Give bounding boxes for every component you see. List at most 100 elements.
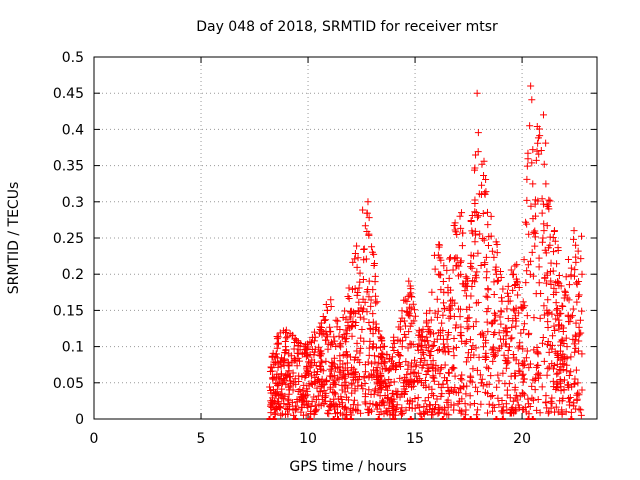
data-point <box>289 386 297 394</box>
data-point <box>439 277 447 285</box>
data-point <box>530 346 538 354</box>
data-point <box>367 391 375 399</box>
data-point <box>511 383 519 391</box>
data-point <box>351 255 359 263</box>
data-point <box>434 404 442 412</box>
data-point <box>516 339 524 347</box>
data-point <box>314 368 322 376</box>
y-tick-label: 0.4 <box>62 122 84 138</box>
data-point <box>467 218 475 226</box>
data-point <box>392 366 400 374</box>
data-point <box>458 395 466 403</box>
data-point <box>332 343 340 351</box>
data-point <box>474 129 482 137</box>
data-point <box>459 280 467 288</box>
data-point <box>567 368 575 376</box>
data-point <box>365 351 373 359</box>
data-point <box>428 288 436 296</box>
data-point <box>476 371 484 379</box>
data-point <box>441 361 449 369</box>
data-point <box>556 376 564 384</box>
data-point <box>503 391 511 399</box>
data-point <box>484 221 492 229</box>
data-point <box>324 345 332 353</box>
data-point <box>489 319 497 327</box>
data-point <box>365 214 373 222</box>
data-point <box>503 360 511 368</box>
data-point <box>508 323 516 331</box>
data-point <box>327 341 335 349</box>
data-point <box>528 96 536 104</box>
data-point <box>340 331 348 339</box>
data-point <box>359 275 367 283</box>
data-point <box>448 296 456 304</box>
data-point <box>461 411 469 419</box>
data-point <box>563 343 571 351</box>
data-point <box>297 408 305 416</box>
data-point <box>420 403 428 411</box>
data-point <box>361 298 369 306</box>
data-point <box>384 367 392 375</box>
data-point <box>312 406 320 414</box>
data-point <box>436 346 444 354</box>
data-point <box>423 333 431 341</box>
data-point <box>363 209 371 217</box>
data-point <box>314 392 322 400</box>
data-point <box>496 267 504 275</box>
data-point <box>515 360 523 368</box>
data-point <box>377 372 385 380</box>
data-point <box>307 407 315 415</box>
data-point <box>540 311 548 319</box>
data-point <box>539 200 547 208</box>
data-point <box>457 329 465 337</box>
data-point <box>468 211 476 219</box>
data-point <box>479 382 487 390</box>
data-point <box>400 330 408 338</box>
data-point <box>540 160 548 168</box>
data-point <box>526 270 534 278</box>
data-point <box>524 331 532 339</box>
data-point <box>493 277 501 285</box>
data-point <box>303 385 311 393</box>
data-point-zero <box>292 416 299 420</box>
data-point <box>551 327 559 335</box>
data-point <box>495 344 503 352</box>
data-point <box>482 274 490 282</box>
data-point <box>316 388 324 396</box>
data-point <box>553 360 561 368</box>
data-point <box>353 347 361 355</box>
data-point <box>529 146 537 154</box>
data-point <box>344 293 352 301</box>
data-point <box>477 379 485 387</box>
data-point <box>327 303 335 311</box>
data-point <box>365 293 373 301</box>
data-point <box>561 287 569 295</box>
x-tick-label: 20 <box>513 431 531 447</box>
data-point <box>520 375 528 383</box>
data-point <box>485 400 493 408</box>
data-point <box>341 374 349 382</box>
data-point <box>400 296 408 304</box>
data-point <box>379 398 387 406</box>
data-point <box>571 336 579 344</box>
data-point <box>322 392 330 400</box>
data-point <box>489 357 497 365</box>
data-point <box>274 333 282 341</box>
data-point-zero <box>439 416 446 420</box>
data-point <box>345 284 353 292</box>
data-point <box>519 378 527 386</box>
data-point <box>388 357 396 365</box>
data-point <box>507 266 515 274</box>
data-point <box>285 367 293 375</box>
data-point <box>572 258 580 266</box>
data-point <box>430 406 438 414</box>
data-point <box>389 343 397 351</box>
data-point <box>536 409 544 417</box>
data-point <box>447 286 455 294</box>
data-point <box>326 402 334 410</box>
data-point <box>330 402 338 410</box>
data-point <box>280 400 288 408</box>
data-point <box>575 405 583 413</box>
data-point <box>520 256 528 264</box>
data-point <box>559 303 567 311</box>
